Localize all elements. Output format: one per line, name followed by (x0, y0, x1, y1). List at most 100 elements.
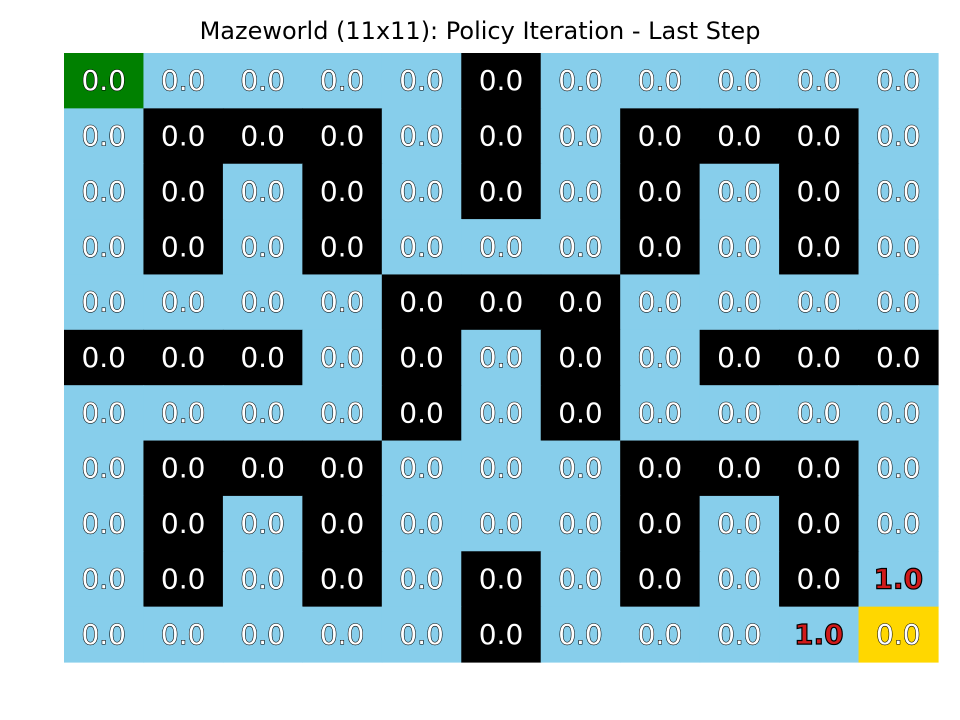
cell-open-r2-c6 (540, 163, 621, 220)
cell-open-r5-c3 (302, 329, 383, 386)
cell-open-r1-c0 (64, 108, 145, 165)
cell-value-r1-c6: 0.0 (558, 120, 603, 153)
cell-wall-r1-c2 (222, 108, 303, 165)
cell-value-r1-c3: 0.0 (320, 120, 365, 153)
cell-value-r3-c8: 0.0 (717, 230, 762, 263)
cell-value-r8-c4: 0.0 (399, 507, 444, 540)
cell-value-r9-c6: 0.0 (558, 562, 603, 595)
cell-value-r7-c4: 0.0 (399, 452, 444, 485)
cell-wall-r9-c1 (143, 551, 224, 608)
cell-value-r5-c6: 0.0 (558, 341, 603, 374)
cell-value-r10-c7: 0.0 (638, 618, 683, 651)
cell-value-r2-c5: 0.0 (479, 175, 524, 208)
cell-value-r2-c0: 0.0 (81, 175, 126, 208)
cell-open-r8-c0 (64, 495, 145, 552)
cell-open-r8-c10 (858, 495, 939, 552)
cell-value-r5-c4: 0.0 (399, 341, 444, 374)
cell-start-r0-c0 (64, 53, 145, 109)
cell-open-r2-c8 (699, 163, 780, 220)
cell-open-r8-c8 (699, 495, 780, 552)
cell-value-r2-c6: 0.0 (558, 175, 603, 208)
cell-open-r0-c6 (540, 53, 621, 109)
cell-value-r6-c8: 0.0 (717, 396, 762, 429)
cell-open-r9-c6 (540, 551, 621, 608)
cell-open-r9-c8 (699, 551, 780, 608)
cell-open-r7-c5 (461, 440, 542, 497)
cell-value-r4-c0: 0.0 (81, 286, 126, 319)
cell-value-r4-c8: 0.0 (717, 286, 762, 319)
cell-open-r7-c10 (858, 440, 939, 497)
cell-wall-r5-c2 (222, 329, 303, 386)
cell-value-r2-c7: 0.0 (638, 175, 683, 208)
cell-wall-r9-c9 (779, 551, 860, 608)
cell-wall-r7-c7 (620, 440, 701, 497)
cell-value-r1-c7: 0.0 (638, 120, 683, 153)
cell-value-r6-c4: 0.0 (399, 396, 444, 429)
cell-open-r3-c6 (540, 219, 621, 276)
cell-open-r6-c8 (699, 385, 780, 442)
cell-open-r10-c0 (64, 606, 145, 663)
cell-value-r5-c8: 0.0 (717, 341, 762, 374)
cell-value-r1-c9: 0.0 (797, 120, 842, 153)
cell-value-r4-c5: 0.0 (479, 286, 524, 319)
cell-open-r4-c2 (222, 274, 303, 331)
cell-value-r10-c9: 1.0 (794, 618, 844, 651)
cell-open-r7-c4 (381, 440, 462, 497)
cell-value-r10-c2: 0.0 (240, 618, 285, 651)
cell-value-r7-c9: 0.0 (797, 452, 842, 485)
cell-open-r3-c10 (858, 219, 939, 276)
cell-value-r0-c9: 0.0 (797, 64, 842, 97)
cell-value-r2-c10: 0.0 (876, 175, 921, 208)
cell-value-r2-c9: 0.0 (797, 175, 842, 208)
cell-value-r5-c2: 0.0 (240, 341, 285, 374)
cell-wall-r1-c3 (302, 108, 383, 165)
cell-value-r4-c3: 0.0 (320, 286, 365, 319)
cell-value-r4-c1: 0.0 (161, 286, 206, 319)
cell-open-r6-c10 (858, 385, 939, 442)
cell-value-r8-c0: 0.0 (81, 507, 126, 540)
cell-value-r8-c8: 0.0 (717, 507, 762, 540)
cell-open-r4-c10 (858, 274, 939, 331)
cell-value-r4-c10: 0.0 (876, 286, 921, 319)
cell-value-r7-c8: 0.0 (717, 452, 762, 485)
cell-value-r0-c5: 0.0 (479, 64, 524, 97)
cell-value-r7-c0: 0.0 (81, 452, 126, 485)
cell-value-r7-c3: 0.0 (320, 452, 365, 485)
cell-value-r10-c4: 0.0 (399, 618, 444, 651)
cell-value-r0-c7: 0.0 (638, 64, 683, 97)
cell-value-r9-c8: 0.0 (717, 562, 762, 595)
cell-value-r8-c5: 0.0 (479, 507, 524, 540)
cell-value-r2-c2: 0.0 (240, 175, 285, 208)
cell-wall-r3-c9 (779, 219, 860, 276)
cell-open-r8-c2 (222, 495, 303, 552)
cell-wall-r3-c3 (302, 219, 383, 276)
cell-goal-r10-c10 (858, 606, 939, 663)
cell-value-r1-c1: 0.0 (161, 120, 206, 153)
cell-open-r3-c8 (699, 219, 780, 276)
cell-value-r5-c10: 0.0 (876, 341, 921, 374)
cell-value-r5-c9: 0.0 (797, 341, 842, 374)
cell-open-r8-c5 (461, 495, 542, 552)
cell-value-r3-c4: 0.0 (399, 230, 444, 263)
cell-value-r5-c5: 0.0 (479, 341, 524, 374)
cell-open-r4-c3 (302, 274, 383, 331)
cell-value-r2-c1: 0.0 (161, 175, 206, 208)
cell-value-r4-c7: 0.0 (638, 286, 683, 319)
cell-wall-r8-c3 (302, 495, 383, 552)
cell-wall-r2-c7 (620, 163, 701, 220)
cell-wall-r3-c7 (620, 219, 701, 276)
cell-value-r1-c5: 0.0 (479, 120, 524, 153)
cell-value-r0-c1: 0.0 (161, 64, 206, 97)
cell-value-r9-c1: 0.0 (161, 562, 206, 595)
cell-value-r10-c8: 0.0 (717, 618, 762, 651)
cell-value-r2-c4: 0.0 (399, 175, 444, 208)
cell-wall-r4-c4 (381, 274, 462, 331)
cell-open-r0-c1 (143, 53, 224, 109)
cell-value-r6-c0: 0.0 (81, 396, 126, 429)
cell-open-r2-c10 (858, 163, 939, 220)
cell-open-r6-c7 (620, 385, 701, 442)
cell-value-r9-c7: 0.0 (638, 562, 683, 595)
cell-open-r5-c5 (461, 329, 542, 386)
cell-open-r10-c7 (620, 606, 701, 663)
cell-open-r0-c4 (381, 53, 462, 109)
